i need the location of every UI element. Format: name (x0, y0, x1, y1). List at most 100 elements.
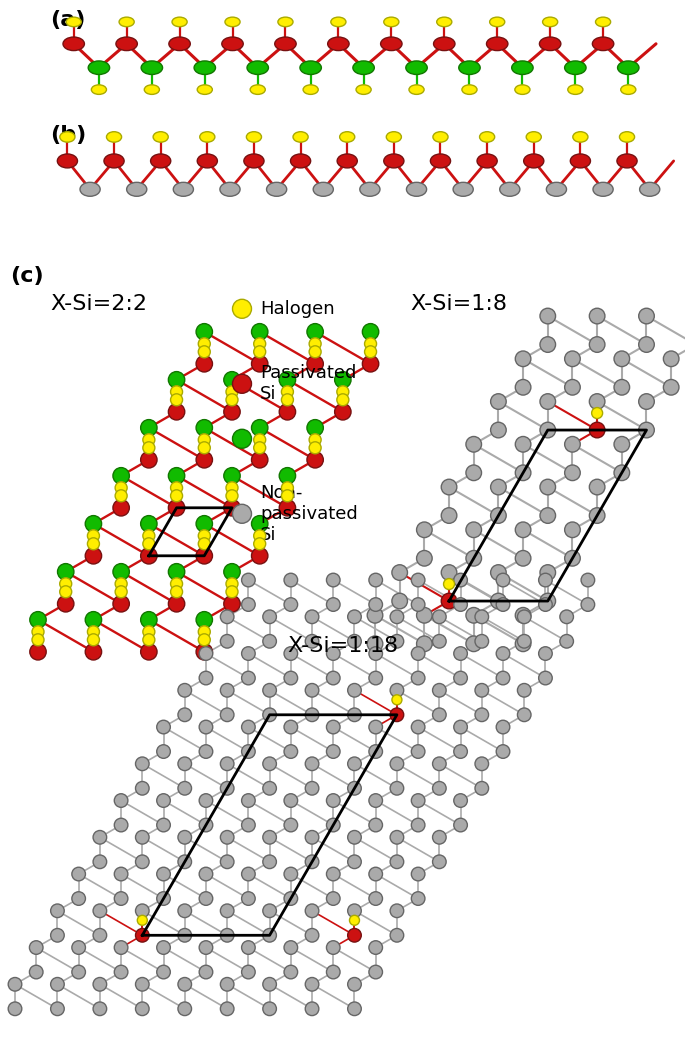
Circle shape (242, 597, 256, 611)
Circle shape (416, 636, 432, 651)
Circle shape (369, 597, 382, 611)
Circle shape (136, 830, 149, 844)
Circle shape (466, 636, 482, 651)
Circle shape (560, 610, 573, 623)
Circle shape (196, 643, 212, 660)
Circle shape (540, 565, 556, 581)
Circle shape (263, 1002, 277, 1015)
Circle shape (441, 479, 457, 495)
Circle shape (453, 720, 467, 734)
Circle shape (490, 17, 505, 27)
Circle shape (589, 309, 605, 324)
Circle shape (263, 708, 277, 722)
Circle shape (453, 671, 467, 685)
Circle shape (392, 565, 408, 581)
Circle shape (114, 794, 128, 807)
Text: (b): (b) (51, 125, 86, 144)
Circle shape (275, 37, 296, 51)
Circle shape (171, 482, 183, 494)
Circle shape (356, 85, 371, 95)
Circle shape (369, 574, 382, 587)
Circle shape (91, 85, 106, 95)
Circle shape (220, 182, 240, 196)
Circle shape (88, 61, 110, 75)
Circle shape (226, 578, 238, 590)
Circle shape (106, 132, 122, 142)
Circle shape (486, 37, 508, 51)
Circle shape (278, 17, 293, 27)
Circle shape (72, 891, 86, 905)
Circle shape (409, 85, 424, 95)
Circle shape (593, 37, 614, 51)
Circle shape (515, 636, 531, 651)
Circle shape (337, 385, 349, 398)
Circle shape (221, 708, 234, 722)
Circle shape (221, 1002, 234, 1015)
Circle shape (496, 671, 510, 685)
Circle shape (279, 500, 296, 516)
Circle shape (282, 482, 293, 494)
Circle shape (114, 868, 128, 881)
Text: (c): (c) (10, 266, 44, 286)
Circle shape (663, 379, 679, 395)
Circle shape (411, 819, 425, 832)
Circle shape (104, 154, 124, 168)
Circle shape (66, 17, 82, 27)
Text: Halogen: Halogen (260, 300, 335, 318)
Circle shape (137, 915, 147, 926)
Circle shape (540, 309, 556, 324)
Circle shape (114, 940, 128, 955)
Circle shape (390, 929, 403, 942)
Circle shape (337, 394, 349, 406)
Circle shape (432, 781, 446, 795)
Circle shape (222, 37, 243, 51)
Circle shape (225, 17, 240, 27)
Circle shape (411, 646, 425, 661)
Circle shape (540, 337, 556, 352)
Circle shape (453, 819, 467, 832)
Circle shape (453, 597, 467, 611)
Circle shape (515, 551, 531, 566)
Circle shape (331, 17, 346, 27)
Circle shape (143, 434, 155, 446)
Circle shape (564, 522, 580, 537)
Circle shape (221, 929, 234, 942)
Circle shape (348, 978, 361, 991)
Circle shape (157, 965, 171, 979)
Circle shape (614, 436, 630, 452)
Circle shape (515, 465, 531, 481)
Circle shape (114, 891, 128, 905)
Circle shape (197, 85, 212, 95)
Circle shape (432, 684, 446, 697)
Circle shape (306, 781, 319, 795)
Circle shape (232, 504, 251, 524)
Circle shape (348, 757, 361, 771)
Circle shape (390, 830, 403, 844)
Circle shape (173, 182, 193, 196)
Circle shape (196, 612, 212, 628)
Circle shape (178, 757, 192, 771)
Circle shape (517, 635, 531, 648)
Circle shape (392, 695, 402, 704)
Circle shape (517, 610, 531, 623)
Circle shape (437, 17, 452, 27)
Circle shape (196, 355, 212, 372)
Circle shape (364, 346, 377, 357)
Circle shape (411, 671, 425, 685)
Circle shape (416, 522, 432, 537)
Circle shape (384, 154, 404, 168)
Circle shape (432, 708, 446, 722)
Circle shape (244, 154, 264, 168)
Circle shape (60, 586, 72, 597)
Circle shape (136, 978, 149, 991)
Circle shape (284, 646, 297, 661)
Circle shape (29, 965, 43, 979)
Circle shape (226, 385, 238, 398)
Circle shape (348, 904, 361, 917)
Circle shape (251, 515, 268, 532)
Circle shape (477, 154, 497, 168)
Circle shape (337, 154, 358, 168)
Circle shape (479, 132, 495, 142)
Circle shape (140, 515, 157, 532)
Circle shape (157, 891, 171, 905)
